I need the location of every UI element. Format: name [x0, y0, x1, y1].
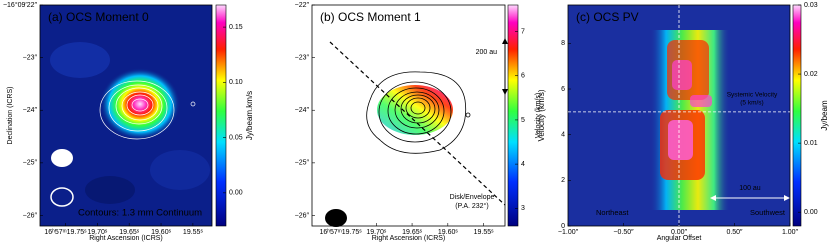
y-tick-label: 0 [561, 223, 565, 230]
y-tick-label: −23″ [23, 54, 38, 61]
annotation: Contours: 1.3 mm Continuum [78, 208, 202, 219]
annotation: (P.A. 232°) [455, 202, 488, 210]
x-tick-label: 19.65ˢ [119, 229, 140, 236]
colorbar-label: Jy/beam.km/s [245, 91, 254, 140]
annotation: Systemic Velocity [727, 92, 778, 99]
colorbar-tick-label: 0.00 [229, 190, 243, 197]
y-tick-label: −16°09′22″ [3, 1, 38, 9]
y-tick-label: −25″ [23, 160, 38, 167]
annotation: (5 km/s) [740, 100, 763, 107]
x-axis-label: Right Ascension (ICRS) [372, 235, 446, 242]
annotation: Disk/Envelope [450, 194, 495, 201]
colorbar-tick-label: 0.00 [804, 209, 818, 216]
y-tick-label: −22″ [295, 2, 310, 9]
colorbar-tick-label: 6 [521, 73, 525, 80]
x-tick-label: 19.55ˢ [183, 229, 204, 236]
colorbar [792, 4, 802, 227]
y-tick-label: 2 [561, 177, 565, 184]
x-tick-label: 19.65ˢ [402, 229, 423, 236]
annotation: Northeast [596, 208, 629, 217]
y-tick-label: −26″ [295, 212, 310, 219]
colorbar [507, 4, 519, 227]
moment0-image [40, 5, 212, 226]
colorbar-tick-label: 0.01 [804, 140, 818, 147]
colorbar-tick-label: 0.03 [804, 2, 818, 9]
annotation: 100 au [739, 185, 761, 192]
x-tick-label: 19.55ˢ [474, 229, 495, 236]
y-tick-label: −25″ [295, 160, 310, 167]
colorbar-label: Jy/beam [820, 100, 829, 131]
y-tick-label: 6 [561, 86, 565, 93]
x-axis-label: Angular Offset [657, 235, 702, 242]
colorbar-tick-label: 0.05 [229, 134, 243, 141]
colorbar-tick-label: 0.02 [804, 71, 818, 78]
x-tick-label: 19.60ˢ [438, 229, 459, 236]
colorbar-tick-label: 4 [521, 161, 525, 168]
x-axis-label: Right Ascension (ICRS) [89, 235, 163, 242]
colorbar-tick-label: 0.10 [229, 79, 243, 86]
y-axis-label: Declination (ICRS) [7, 87, 14, 145]
y-tick-label: −26″ [23, 212, 38, 219]
x-tick-label: 0.50″ [726, 229, 743, 236]
colorbar-tick-label: 5 [521, 117, 525, 124]
colorbar-tick-label: 3 [521, 205, 525, 212]
x-tick-label: 16ʰ57ᵐ19.75ˢ [320, 229, 363, 236]
y-tick-label: −24″ [295, 107, 310, 114]
moment1-image [325, 38, 508, 227]
x-tick-label: −1.00″ [558, 229, 579, 236]
y-tick-label: 4 [561, 132, 565, 139]
y-tick-label: −23″ [295, 54, 310, 61]
x-tick-label: 16ʰ57ᵐ19.75ˢ [44, 229, 87, 236]
colorbar [215, 4, 227, 227]
y-tick-label: 8 [561, 40, 565, 47]
panel-title: (c) OCS PV [576, 10, 639, 24]
annotation: Southwest [750, 208, 786, 217]
panel-title: (b) OCS Moment 1 [320, 10, 421, 24]
y-tick-label: −24″ [23, 107, 38, 114]
panel-title: (a) OCS Moment 0 [48, 10, 149, 24]
x-tick-label: −0.50″ [613, 229, 634, 236]
colorbar-tick-label: 7 [521, 28, 525, 35]
x-tick-label: 1.00″ [782, 229, 799, 236]
x-tick-label: 0.00″ [671, 229, 688, 236]
x-tick-label: 19.60ˢ [151, 229, 172, 236]
colorbar-label: Velocity (km/s) [537, 89, 546, 141]
x-tick-label: 19.70ˢ [366, 229, 387, 236]
annotation: 200 au [476, 49, 498, 56]
colorbar-tick-label: 0.15 [229, 24, 243, 31]
x-tick-label: 19.70ˢ [87, 229, 108, 236]
y-axis-label: Velocity (km/s) [535, 93, 542, 139]
